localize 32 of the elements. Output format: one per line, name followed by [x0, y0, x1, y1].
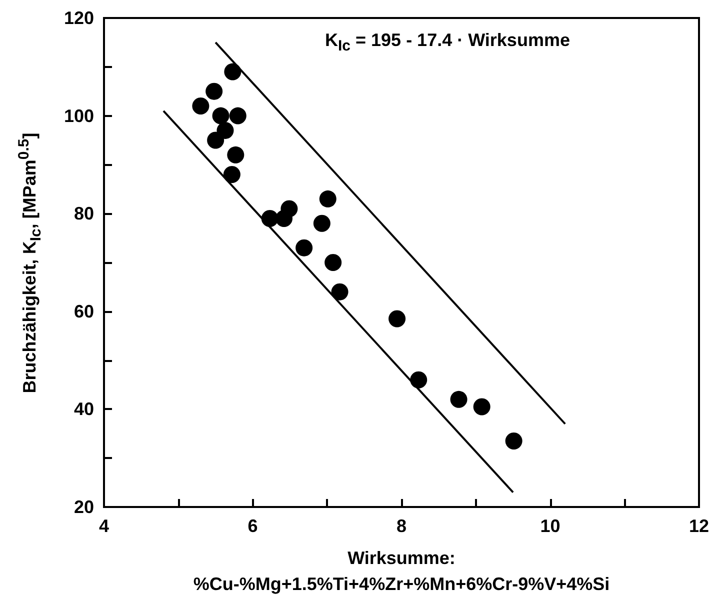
- x-tick-label: 12: [688, 516, 710, 536]
- point: [229, 107, 246, 124]
- point: [192, 98, 210, 115]
- x-tick-label: 6: [248, 516, 258, 536]
- point: [224, 63, 242, 80]
- point: [473, 398, 490, 416]
- point: [207, 132, 224, 149]
- point: [296, 239, 313, 256]
- x-tick-label: 8: [396, 516, 407, 536]
- y-tick-label: 120: [64, 8, 94, 28]
- point: [319, 190, 336, 208]
- y-tick-label: 20: [74, 497, 94, 517]
- point: [331, 283, 348, 300]
- y-tick-label: 100: [64, 106, 94, 126]
- point: [206, 82, 223, 100]
- point: [223, 166, 240, 183]
- annotation: K$_{Ic}$ = 195 - 17.4 · Wirksumme: [325, 30, 570, 55]
- point: [212, 107, 230, 124]
- y-tick-label: 60: [74, 301, 94, 322]
- x-tick-label: 4: [98, 516, 110, 536]
- y-tick-label: 80: [74, 204, 94, 224]
- point: [313, 214, 330, 232]
- x-axis-title: Wirksumme: %Cu-%Mg+1.5%Ti+4%Zr+%Mn+6%Cr-9%V+4%Si: [193, 548, 610, 594]
- point: [280, 200, 298, 218]
- y-tick-label: 40: [74, 399, 94, 420]
- point: [450, 390, 468, 408]
- point: [505, 432, 522, 450]
- x-tick-label: 10: [540, 516, 560, 536]
- point: [410, 371, 428, 388]
- point: [324, 254, 342, 271]
- point: [388, 310, 406, 328]
- point: [227, 146, 244, 164]
